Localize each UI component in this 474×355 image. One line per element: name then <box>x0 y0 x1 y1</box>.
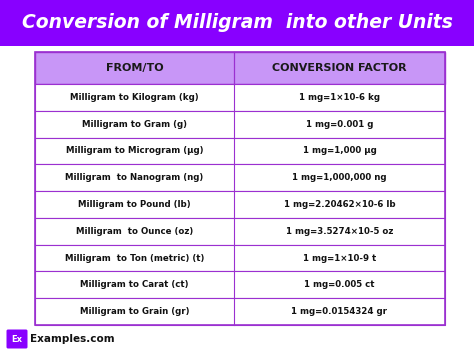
Text: 1 mg=2.20462×10-6 lb: 1 mg=2.20462×10-6 lb <box>283 200 395 209</box>
Text: 1 mg=1×10-6 kg: 1 mg=1×10-6 kg <box>299 93 380 102</box>
Text: 1 mg=3.5274×10-5 oz: 1 mg=3.5274×10-5 oz <box>286 227 393 236</box>
Bar <box>35 298 445 325</box>
Text: 1 mg=1,000,000 ng: 1 mg=1,000,000 ng <box>292 173 387 182</box>
Text: Milligram to Microgram (µg): Milligram to Microgram (µg) <box>66 147 203 155</box>
Text: Milligram to Kilogram (kg): Milligram to Kilogram (kg) <box>70 93 199 102</box>
Text: 1 mg=0.0154324 gr: 1 mg=0.0154324 gr <box>292 307 387 316</box>
Bar <box>35 164 445 191</box>
Text: CONVERSION FACTOR: CONVERSION FACTOR <box>272 63 407 73</box>
Bar <box>35 272 445 298</box>
Bar <box>35 137 445 164</box>
Bar <box>35 84 445 111</box>
Bar <box>35 218 445 245</box>
Text: Milligram to Grain (gr): Milligram to Grain (gr) <box>80 307 189 316</box>
Text: Milligram  to Ounce (oz): Milligram to Ounce (oz) <box>76 227 193 236</box>
Text: 1 mg=0.005 ct: 1 mg=0.005 ct <box>304 280 374 289</box>
Text: Conversion of Milligram  into other Units: Conversion of Milligram into other Units <box>21 13 453 33</box>
Text: 1 mg=0.001 g: 1 mg=0.001 g <box>306 120 373 129</box>
FancyBboxPatch shape <box>7 329 27 349</box>
Bar <box>35 191 445 218</box>
Bar <box>35 111 445 137</box>
Bar <box>35 245 445 272</box>
Text: FROM/TO: FROM/TO <box>106 63 163 73</box>
Bar <box>35 52 445 325</box>
Text: 1 mg=1×10-9 t: 1 mg=1×10-9 t <box>303 253 376 263</box>
Text: Examples.com: Examples.com <box>30 334 115 344</box>
Text: Milligram to Carat (ct): Milligram to Carat (ct) <box>80 280 189 289</box>
Text: 1 mg=1,000 µg: 1 mg=1,000 µg <box>302 147 376 155</box>
Text: Ex: Ex <box>11 334 22 344</box>
Text: Milligram to Pound (lb): Milligram to Pound (lb) <box>78 200 191 209</box>
Bar <box>0 0 474 46</box>
Text: Milligram  to Nanogram (ng): Milligram to Nanogram (ng) <box>65 173 203 182</box>
Text: Milligram  to Ton (metric) (t): Milligram to Ton (metric) (t) <box>65 253 204 263</box>
Text: Milligram to Gram (g): Milligram to Gram (g) <box>82 120 187 129</box>
Bar <box>35 52 445 84</box>
